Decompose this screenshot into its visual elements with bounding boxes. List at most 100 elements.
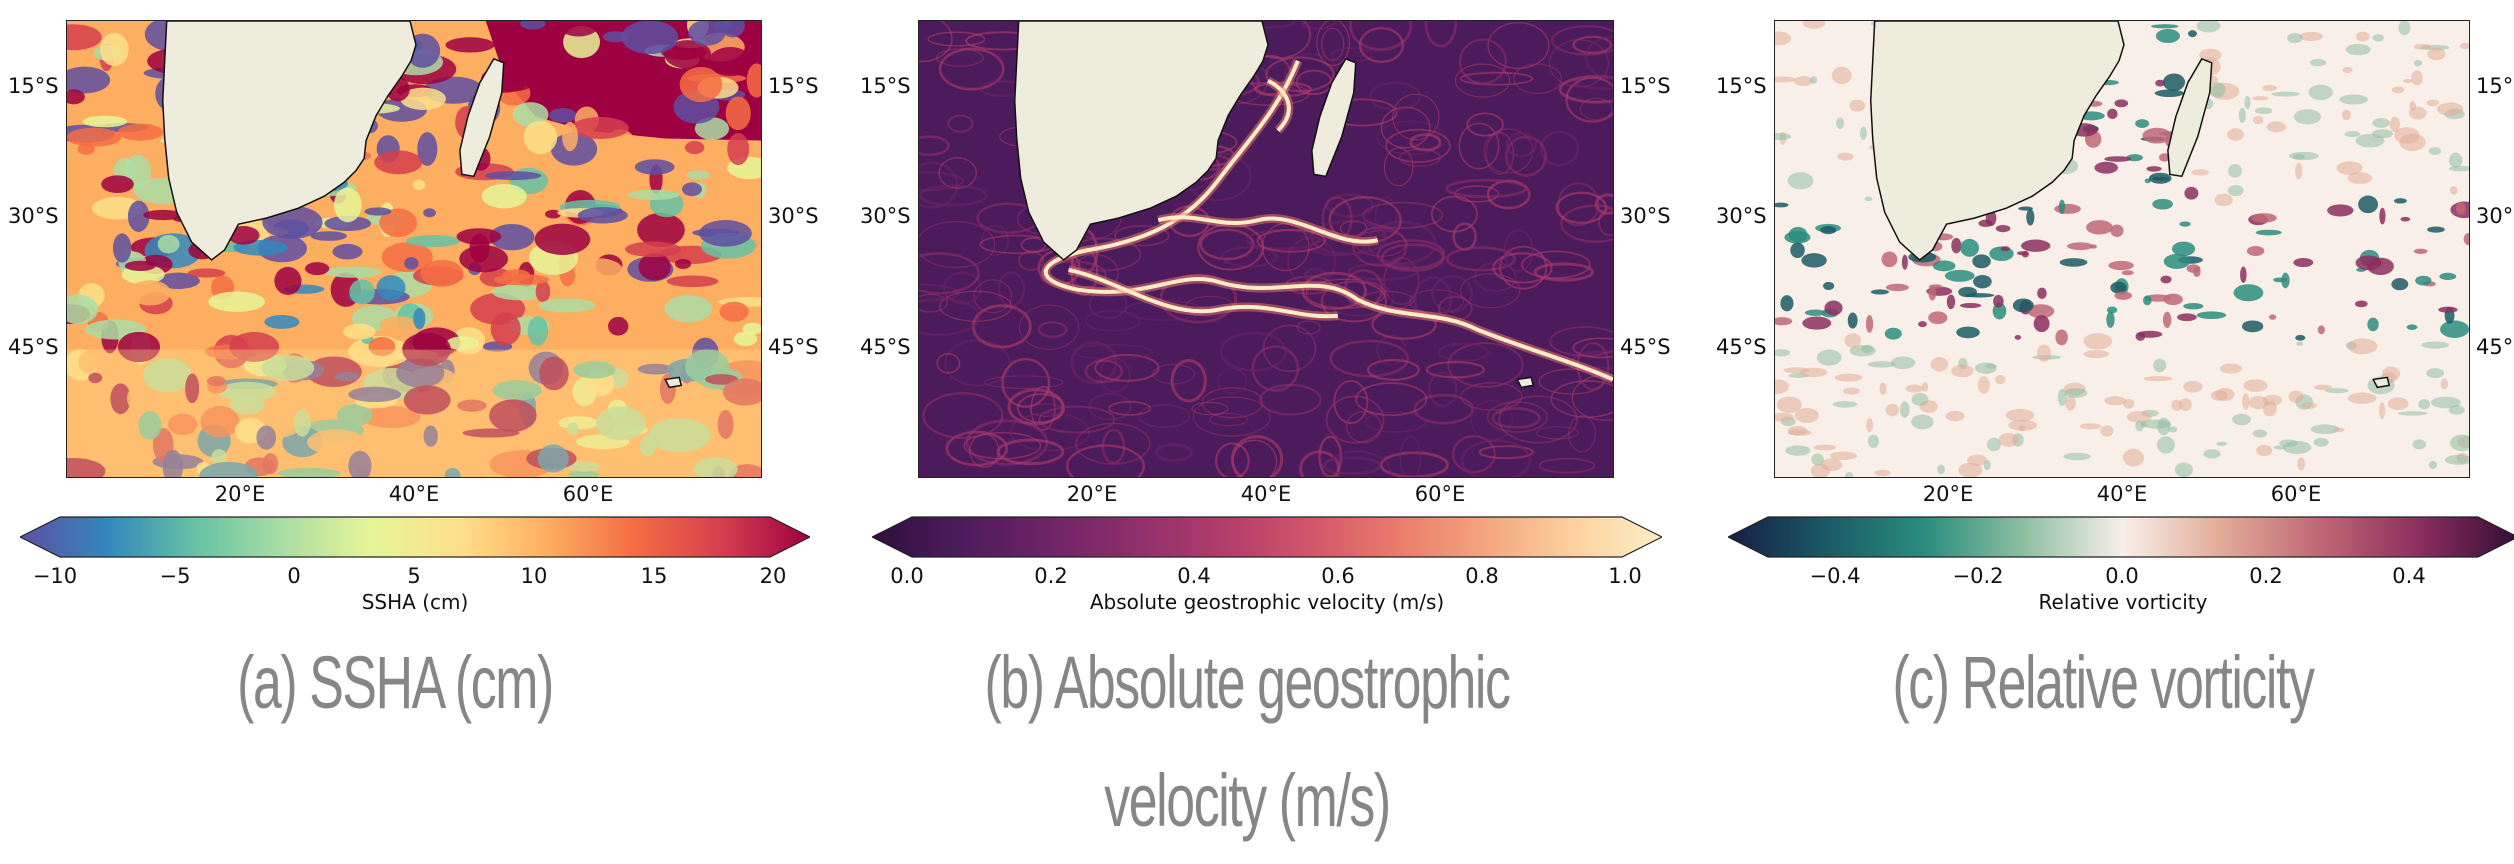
vorticity-eddy [2308, 84, 2333, 101]
velocity-eddy [1029, 403, 1064, 417]
ssha-eddy [719, 301, 749, 322]
ssha-eddy [637, 212, 685, 248]
vorticity-eddy [2027, 304, 2055, 319]
vorticity-eddy [2244, 95, 2251, 110]
ssha-eddy [67, 66, 111, 94]
ssha-eddy [364, 207, 392, 216]
vorticity-eddy [2252, 96, 2269, 101]
ssha-eddy [625, 241, 682, 257]
ssha-eddy [155, 272, 200, 289]
velocity-eddy [919, 21, 953, 63]
ssha-eddy [608, 316, 629, 336]
ssha-eddy [99, 441, 119, 456]
velocity-eddy [943, 271, 982, 305]
vorticity-eddy [2299, 31, 2323, 41]
vorticity-eddy [2288, 390, 2304, 403]
ssha-eddy [348, 386, 402, 403]
vorticity-eddy [2455, 202, 2466, 215]
ssha-eddy [648, 418, 711, 453]
ssha-eddy [348, 450, 372, 477]
velocity-eddy [1460, 382, 1523, 411]
vorticity-eddy [2252, 115, 2264, 125]
ssha-eddy [167, 413, 198, 436]
vorticity-eddy [1928, 286, 1937, 301]
ssha-eddy [717, 410, 734, 439]
velocity-eddy [1437, 342, 1490, 362]
vorticity-eddy [2379, 207, 2386, 225]
lon-label-20e: 20°E [1066, 482, 1118, 506]
ssha-eddy [638, 253, 671, 281]
ssha-eddy [489, 399, 537, 432]
ssha-eddy [664, 40, 712, 69]
velocity-eddy [1301, 271, 1367, 310]
ssha-eddy [634, 159, 675, 175]
vorticity-eddy [2033, 315, 2050, 333]
vorticity-eddy [1823, 281, 1835, 291]
vorticity-eddy [1994, 374, 2006, 385]
vorticity-eddy [1867, 361, 1896, 368]
velocity-eddy [1265, 56, 1335, 93]
vorticity-eddy [2256, 444, 2273, 457]
vorticity-eddy [1995, 224, 2011, 233]
vorticity-eddy [1928, 311, 1948, 325]
velocity-eddy [1478, 445, 1534, 460]
velocity-eddy [1549, 326, 1613, 357]
ssha-eddy [117, 331, 161, 363]
vorticity-eddy [1885, 283, 1909, 292]
ssha-eddy [520, 21, 546, 30]
vorticity-eddy [1793, 76, 1813, 87]
vorticity-eddy [2266, 121, 2287, 133]
vorticity-eddy [2188, 30, 2197, 38]
ssha-eddy [379, 208, 418, 238]
vorticity-eddy [2342, 66, 2353, 73]
velocity-eddy [1380, 106, 1431, 149]
africa-landmass [1013, 21, 1269, 261]
vorticity-eddy [1799, 367, 1828, 378]
velocity-eddy [1460, 439, 1532, 477]
ssha-eddy [527, 316, 549, 346]
ssha-colorbar [20, 516, 810, 558]
vorticity-eddy [1900, 401, 1910, 418]
velocity-eddy [1492, 252, 1553, 284]
vorticity-eddy [2104, 156, 2132, 162]
vorticity-eddy [2413, 248, 2428, 254]
lat-label-15s-right: 15°S [2476, 74, 2514, 98]
vorticity-eddy [2273, 445, 2286, 450]
ssha-eddy [211, 449, 227, 465]
velocity-eddy [1358, 27, 1405, 64]
ssha-eddy [674, 258, 692, 269]
vorticity-eddy [2174, 462, 2194, 477]
velocity-eddy [1555, 191, 1608, 224]
velocity-eddy [1458, 38, 1507, 85]
ssha-eddy [666, 275, 719, 288]
panel-c-vorticity: 15°S 30°S 45°S 15°S 30°S 45°S 20°E 40°E … [1708, 0, 2514, 864]
velocity-eddy [938, 47, 1005, 91]
vorticity-eddy [1824, 300, 1843, 316]
velocity-eddy [1425, 360, 1485, 379]
vorticity-eddy [2160, 275, 2172, 284]
lat-label-30s-right: 30°S [1620, 204, 1671, 228]
colorbar-label: SSHA (cm) [361, 590, 469, 614]
velocity-eddy [1427, 371, 1458, 408]
vorticity-eddy [2240, 266, 2247, 283]
vorticity-eddy [1864, 196, 1873, 202]
velocity-eddy [927, 31, 986, 47]
vorticity-eddy [2449, 165, 2469, 172]
velocity-eddy [919, 293, 949, 313]
ssha-eddy [67, 294, 99, 325]
ssha-eddy [400, 87, 446, 110]
vorticity-eddy [1788, 226, 1808, 243]
velocity-eddy [1459, 71, 1534, 86]
velocity-eddy [1170, 358, 1207, 403]
lat-label-30s-right: 30°S [768, 204, 819, 228]
vorticity-eddy [2296, 341, 2304, 346]
vorticity-eddy [1998, 432, 2019, 447]
ssha-eddy [688, 21, 726, 46]
ssha-eddy [374, 150, 423, 175]
vorticity-eddy [1901, 254, 1908, 270]
ssha-eddy [304, 262, 330, 276]
velocity-eddy [1219, 331, 1287, 372]
vorticity-eddy [2064, 388, 2088, 398]
vorticity-eddy [2297, 457, 2306, 471]
vorticity-eddy [2158, 153, 2171, 162]
